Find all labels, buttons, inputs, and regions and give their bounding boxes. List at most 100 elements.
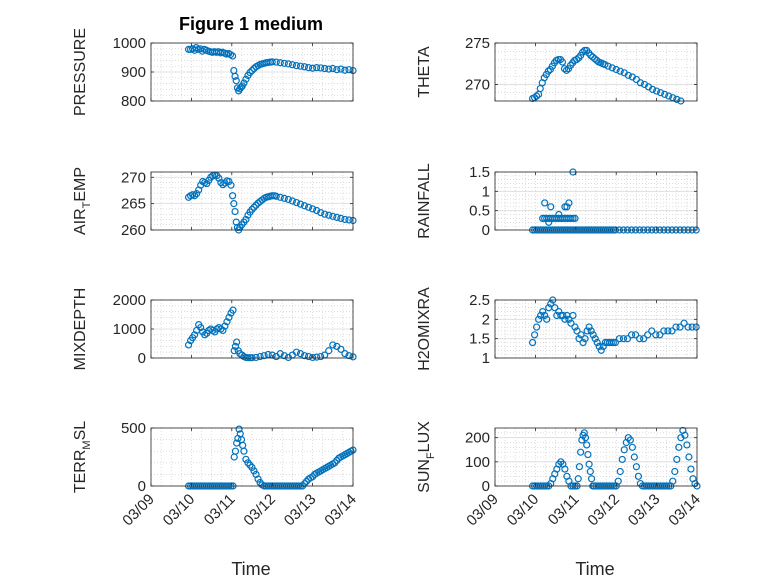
data-point [597,346,605,354]
data-point [252,353,260,362]
data-point [235,425,243,433]
data-point [675,443,683,451]
axes-frame [494,299,698,359]
data-point [300,202,309,210]
data-point [573,55,581,64]
data-point [585,460,593,468]
data-point [227,181,235,189]
data-point [664,327,672,335]
data-point [687,465,695,473]
data-point [561,203,569,211]
data-point [583,441,591,449]
data-point [325,347,333,355]
y-axis-label-main: THETA [416,46,433,98]
data-point [660,327,668,335]
data-point [300,352,309,360]
x-axis-label-right: Time [575,559,614,579]
x-tick-label: 03/13 [625,491,664,530]
data-point [337,214,345,222]
data-point [313,353,321,361]
data-point [284,60,292,68]
y-tick-label: 2.5 [469,292,490,309]
data-point [567,319,575,327]
data-point [333,213,341,221]
data-point [219,181,227,189]
data-point [225,177,233,186]
data-point [230,347,238,355]
y-tick-label: 1.5 [469,331,490,348]
data-point [341,215,349,224]
data-point [240,447,248,455]
subplot-7: 0 500 03/09 03/10 03/11 03/12 03/13 03/14 TERRMS… [72,420,360,529]
y-axis-label-main: SUN [416,459,433,493]
data-point [587,327,595,335]
series-points [184,306,357,362]
data-point [673,455,681,464]
subplot-1: 800 900 1000 PRESSURE [72,28,357,116]
y-tick-label: 2 [482,311,490,328]
y-axis-label-main: TERR [72,450,89,494]
data-point [551,304,559,312]
data-point [652,331,660,339]
data-point [341,66,349,74]
data-point [565,315,573,323]
data-point [609,338,617,347]
data-point [661,90,669,98]
data-point [197,323,205,332]
series-points [184,44,357,95]
data-point [533,92,541,100]
data-point [692,323,700,331]
data-point [184,341,193,349]
data-point [329,341,337,349]
data-point [240,79,248,87]
data-point [665,92,673,100]
data-point [611,338,619,347]
data-point [628,443,636,451]
y-axis-label: TERRMSL [72,421,93,493]
data-point [233,338,241,346]
data-point [260,352,268,360]
data-point [268,58,276,66]
data-point [321,64,329,73]
data-point [561,315,569,323]
axes-frame [150,427,354,487]
data-point [268,192,276,200]
data-point [684,323,692,331]
data-point [242,455,250,463]
data-point [292,348,301,356]
data-point [623,335,632,343]
data-point [193,190,201,198]
data-point [681,431,689,439]
subplot-8: 0 100 200 03/09 03/10 03/11 03/12 03/13 03/14 SUN… [416,421,704,530]
y-axis-label-tail: EMP [72,167,89,202]
data-point [292,62,301,70]
data-point [250,467,258,475]
y-axis-label: AIRTEMP [72,167,93,235]
y-tick-label: 100 [465,454,490,471]
data-point [561,465,569,473]
data-point [631,331,640,339]
axes-frame [494,42,698,102]
data-point [309,353,317,362]
subplot-4: 0 0.5 1 1.5 RAINFALL [416,163,700,239]
data-point [541,199,549,207]
data-point [533,323,541,331]
y-tick-label: 1000 [113,321,146,338]
data-point [616,467,624,476]
data-point [565,199,573,207]
data-point [272,58,280,66]
data-point [292,198,301,207]
x-tick-label: 03/12 [584,491,623,530]
data-point [683,441,691,449]
data-point [231,447,240,455]
data-point [229,306,237,314]
data-point [276,350,284,358]
data-point [672,323,680,331]
data-point [571,214,579,222]
data-point [652,87,661,95]
data-point [309,64,317,72]
data-point [580,429,588,437]
subplot-5: 0 1000 2000 MIXDEPTH [72,288,357,370]
